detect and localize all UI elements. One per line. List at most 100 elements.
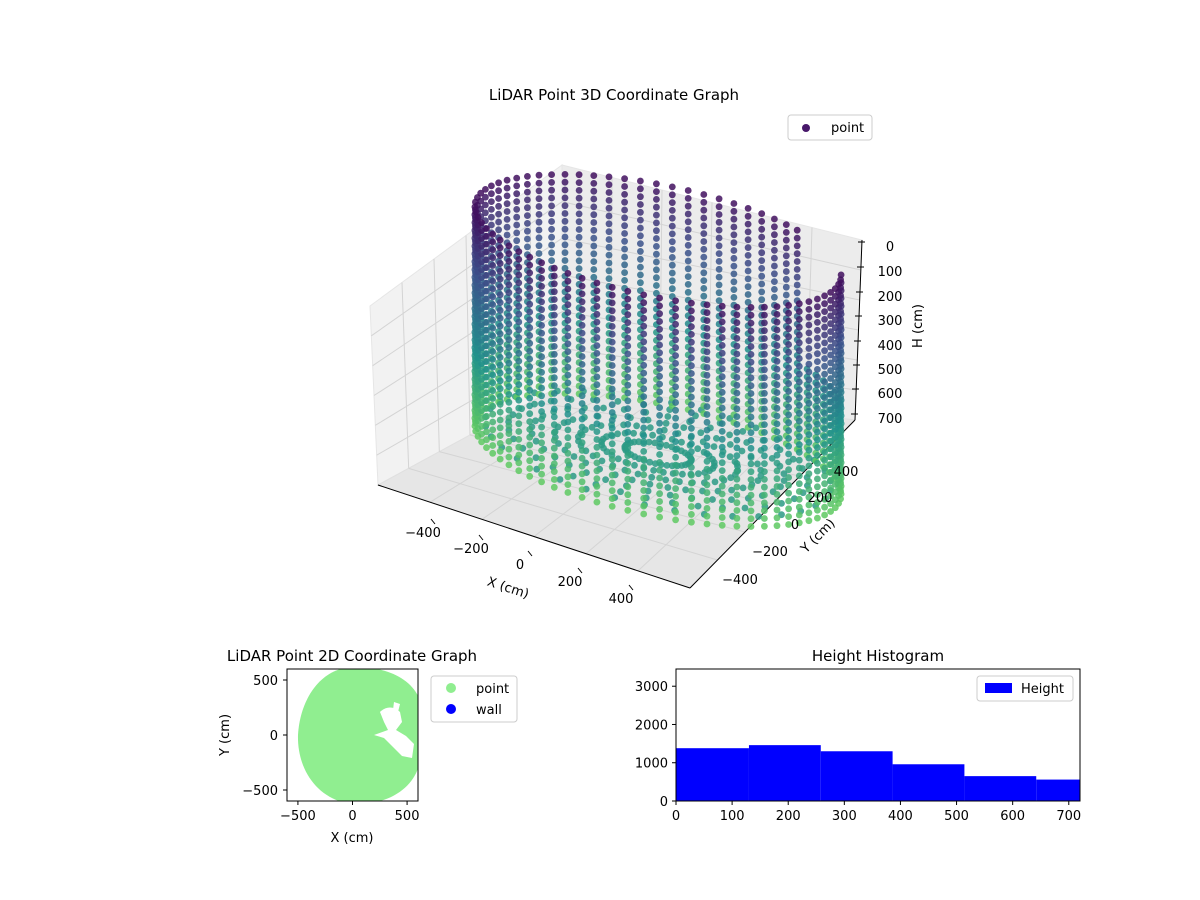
cloud-point [578,384,586,392]
cloud-point [785,427,792,434]
cloud-point [489,238,497,246]
cloud-point [758,272,766,280]
cloud-point [718,381,726,388]
cloud-point [624,499,632,506]
cloud-point [578,439,586,446]
cloud-point [771,262,778,270]
cloud-point [831,308,839,316]
cloud-point [593,310,601,318]
cloud-point [695,470,702,478]
cloud-point [821,480,828,488]
x-axis-label-2d: X (cm) [331,831,374,846]
cloud-point [605,228,613,236]
cloud-point [771,246,778,254]
cloud-point [821,300,828,308]
cloud-point [505,359,513,367]
cloud-point [526,379,534,386]
cloud-point [831,316,839,324]
cloud-point [488,206,495,213]
cloud-point [733,389,741,397]
cloud-point [773,303,781,310]
cloud-point [505,438,513,445]
cloud-point [831,324,839,332]
cloud-point [718,428,726,435]
cloud-point [768,455,776,462]
cloud-point [624,358,632,366]
cloud-point [550,436,558,444]
cloud-point [646,458,654,466]
cloud-point [656,451,663,458]
cloud-point [513,182,521,190]
cloud-point [672,328,679,336]
cloud-point [814,397,821,405]
cloud-point [684,281,692,288]
y-ticks-2d: 500 0 −500 [242,674,287,799]
cloud-point [515,389,523,396]
cloud-point [593,436,601,443]
cloud-point [733,335,741,342]
cloud-point [733,319,741,327]
cloud-point [496,252,504,259]
cloud-point [814,366,821,373]
cloud-point [593,318,601,326]
cloud-point [538,345,545,353]
chart-3d: LiDAR Point 3D Coordinate Graph −400 −200… [369,86,926,607]
cloud-point [761,499,768,507]
cloud-point [483,311,490,318]
cloud-point [785,442,792,450]
cloud-point [831,394,839,402]
cloud-point [564,277,572,285]
cloud-point [744,259,752,267]
cloud-point [747,452,755,460]
cloud-point [773,467,781,475]
cloud-point [624,413,632,420]
cloud-point [773,412,781,420]
cloud-point [526,285,534,292]
cloud-point [831,300,839,308]
cloud-point [535,211,543,218]
cloud-point [526,355,534,363]
cloud-point [593,350,601,357]
cloud-point [564,324,572,332]
cloud-point [590,226,598,234]
cloud-point [564,363,572,371]
cloud-point [653,258,660,266]
cloud-point [718,498,726,506]
cloud-point [656,333,663,341]
cloud-point [564,285,572,293]
cloud-point [656,396,663,404]
cloud-point [733,397,741,405]
cloud-point [578,431,586,439]
cloud-point [593,467,601,475]
x-tick-mark [577,567,583,574]
cloud-point [668,269,676,277]
cloud-point [805,486,813,493]
cloud-point [771,231,778,239]
cloud-point [831,457,839,465]
cloud-point [614,430,621,438]
cloud-point [664,484,672,491]
cloud-point [747,366,755,374]
legend-hist-swatch [985,683,1012,693]
cloud-point [703,395,711,403]
x-tick-mark [478,534,484,541]
x-axis-label-3d: X (cm) [485,575,531,603]
cloud-point [672,414,679,422]
cloud-point [703,387,711,395]
cloud-point [805,337,813,345]
cloud-point [640,408,648,416]
cloud-point [795,347,803,355]
cloud-point [637,224,644,232]
cloud-point [668,277,676,285]
cloud-point [653,235,660,242]
cloud-point [730,278,738,286]
cloud-point [700,253,708,261]
cloud-point [821,292,828,300]
cloud-point [730,223,738,231]
cloud-point [758,233,766,241]
cloud-point [653,211,660,219]
cloud-point [730,294,738,301]
cloud-point [672,461,679,469]
cloud-point [805,376,813,384]
cloud-point [700,245,708,253]
